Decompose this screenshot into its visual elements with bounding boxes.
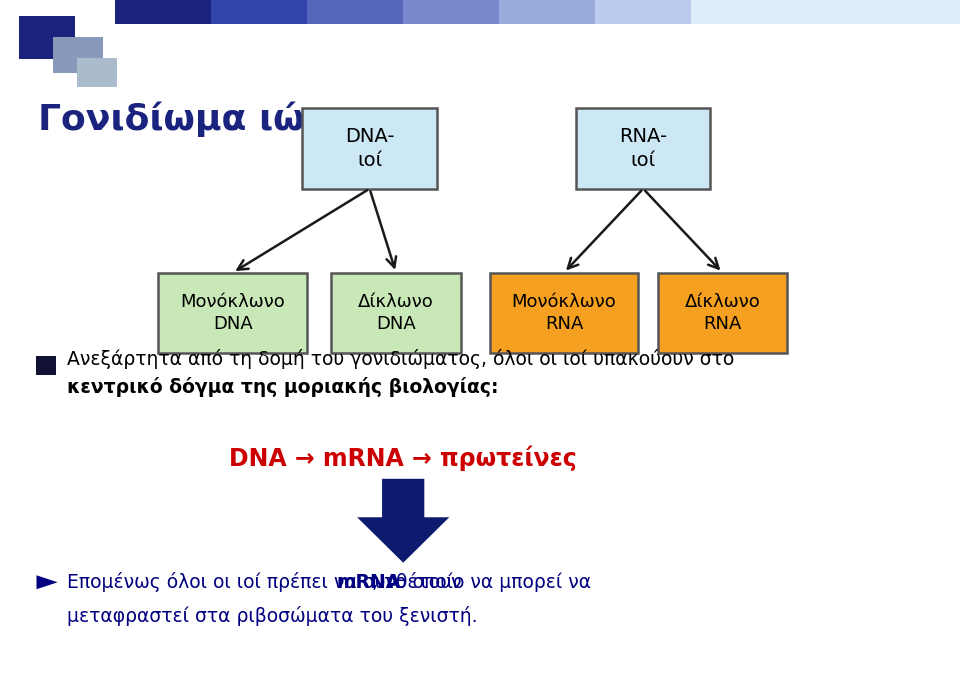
Bar	[658, 273, 787, 353]
Polygon shape	[357, 479, 449, 563]
Text: Μονόκλωνο
RNA: Μονόκλωνο RNA	[512, 293, 616, 333]
Bar	[302, 108, 437, 189]
Text: Δίκλωνο
DNA: Δίκλωνο DNA	[358, 293, 434, 333]
Text: RNA-
ιοί: RNA- ιοί	[619, 127, 667, 170]
Text: Ανεξάρτητα από τη δομή του γονιδιώματος, όλοι οι ιοί υπακούουν στο: Ανεξάρτητα από τη δομή του γονιδιώματος,…	[67, 349, 734, 368]
Text: κεντρικό δόγμα της μοριακής βιολογίας:: κεντρικό δόγμα της μοριακής βιολογίας:	[67, 377, 498, 396]
Text: DNA → mRNA → πρωτείνες: DNA → mRNA → πρωτείνες	[229, 445, 577, 470]
Bar	[36, 356, 56, 375]
Bar	[115, 0, 211, 24]
Text: Μονόκλωνο
DNA: Μονόκλωνο DNA	[180, 293, 285, 333]
Text: Γονιδίωμα ιών: Γονιδίωμα ιών	[38, 101, 329, 137]
Bar	[499, 0, 595, 24]
Bar	[595, 0, 691, 24]
Bar	[307, 0, 403, 24]
Bar	[331, 273, 461, 353]
Bar	[77, 58, 117, 87]
Text: Επομένως όλοι οι ιοί πρέπει να συνθέτουν: Επομένως όλοι οι ιοί πρέπει να συνθέτουν	[67, 572, 468, 592]
Bar	[53, 37, 103, 73]
Text: DNA-
ιοί: DNA- ιοί	[345, 127, 395, 170]
Bar	[490, 273, 638, 353]
Bar	[403, 0, 499, 24]
Bar	[211, 0, 307, 24]
Text: mRNA: mRNA	[337, 572, 401, 592]
Polygon shape	[36, 575, 58, 589]
Text: μεταφραστεί στα ριβοσώματα του ξενιστή.: μεταφραστεί στα ριβοσώματα του ξενιστή.	[67, 606, 478, 626]
Text: , το οποίο να μπορεί να: , το οποίο να μπορεί να	[372, 572, 591, 592]
Text: Δίκλωνο
RNA: Δίκλωνο RNA	[684, 293, 760, 333]
Bar	[19, 16, 75, 59]
Bar	[158, 273, 307, 353]
Bar	[691, 0, 960, 24]
Bar	[576, 108, 710, 189]
